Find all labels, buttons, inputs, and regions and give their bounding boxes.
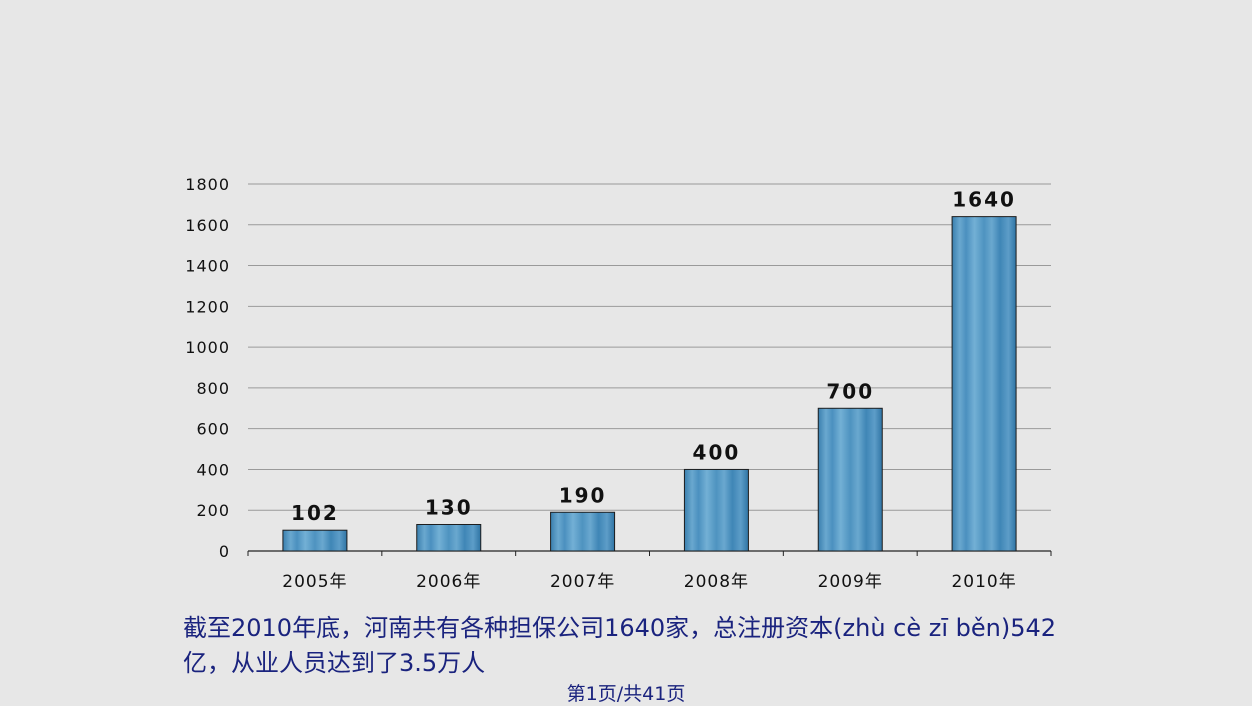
bar-chart: 0 200 400 600 800 1000 1200 1400 1600 1800 102 2005… bbox=[185, 175, 1052, 592]
y-tick-label: 400 bbox=[196, 460, 230, 479]
category-label: 2008年 bbox=[684, 572, 749, 592]
data-label: 130 bbox=[425, 495, 473, 519]
labels: 0 200 400 600 800 1000 1200 1400 1600 1800 102 2005… bbox=[185, 175, 1016, 592]
y-tick-label: 1200 bbox=[185, 297, 230, 316]
y-tick-label: 1000 bbox=[185, 338, 230, 357]
y-tick-label: 1400 bbox=[185, 257, 230, 276]
category-label: 2006年 bbox=[416, 572, 481, 592]
y-tick-label: 600 bbox=[196, 420, 230, 439]
gridlines bbox=[248, 183, 1051, 511]
bar bbox=[282, 529, 348, 552]
y-tick-label: 1800 bbox=[185, 175, 230, 194]
caption-text: 截至2010年底，河南共有各种担保公司1640家，总注册资本(zhù cè zī… bbox=[183, 614, 1057, 677]
data-label: 1640 bbox=[952, 188, 1016, 212]
y-tick-label: 200 bbox=[196, 501, 230, 520]
bar bbox=[416, 523, 482, 552]
bar bbox=[683, 468, 749, 552]
category-label: 2005年 bbox=[282, 572, 347, 592]
axes bbox=[247, 550, 1052, 556]
y-tick-label: 800 bbox=[196, 379, 230, 398]
bar bbox=[817, 407, 883, 552]
category-label: 2009年 bbox=[818, 572, 883, 592]
bar bbox=[550, 511, 616, 552]
data-label: 102 bbox=[291, 501, 339, 525]
category-label: 2007年 bbox=[550, 572, 615, 592]
category-label: 2010年 bbox=[951, 572, 1016, 592]
bar bbox=[951, 216, 1017, 552]
bars bbox=[282, 216, 1017, 552]
y-tick-label: 0 bbox=[219, 542, 230, 561]
data-label: 700 bbox=[826, 379, 874, 403]
y-tick-label: 1600 bbox=[185, 216, 230, 235]
data-label: 190 bbox=[559, 483, 607, 507]
page-footer: 第1页/共41页 bbox=[566, 683, 686, 705]
data-label: 400 bbox=[693, 440, 741, 464]
